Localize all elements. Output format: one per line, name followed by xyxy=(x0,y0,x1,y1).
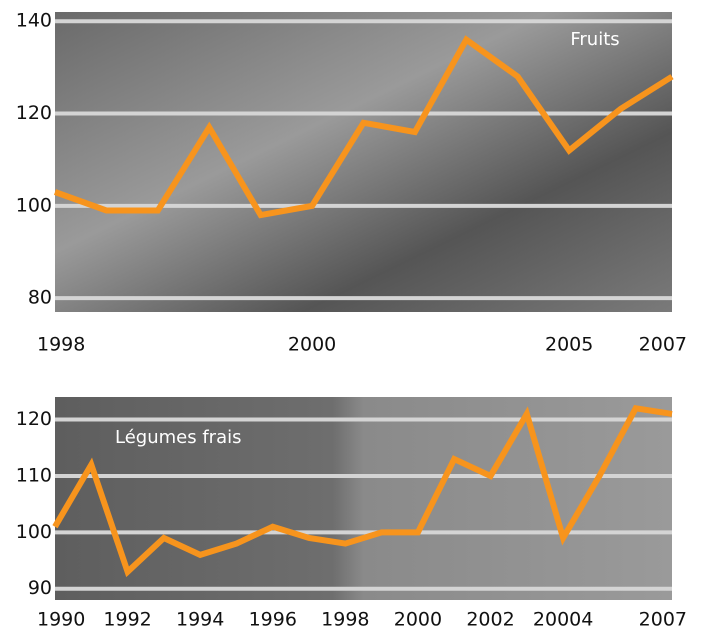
x-tick-label: 2000 xyxy=(394,609,442,631)
x-tick-label: 1990 xyxy=(37,609,85,631)
y-tick-label: 100 xyxy=(16,521,52,543)
y-tick-label: 100 xyxy=(16,194,52,216)
x-tick-label: 2007 xyxy=(639,334,687,356)
x-tick-label: 1994 xyxy=(176,609,224,631)
photo-background xyxy=(55,397,672,600)
y-tick-label: 140 xyxy=(16,10,52,32)
y-tick-label: 110 xyxy=(16,464,52,486)
y-tick-label: 80 xyxy=(28,287,52,309)
data-line xyxy=(53,35,674,219)
series-annotation: Légumes frais xyxy=(115,427,241,448)
x-tick-label: 2007 xyxy=(639,609,687,631)
y-tick-label: 90 xyxy=(28,577,52,599)
y-tick-label: 120 xyxy=(16,102,52,124)
x-tick-label: 20004 xyxy=(533,609,593,631)
x-tick-label: 1996 xyxy=(249,609,297,631)
photo-background xyxy=(55,12,672,312)
y-tick-label: 120 xyxy=(16,408,52,430)
x-tick-label: 2005 xyxy=(545,334,593,356)
x-tick-label: 1992 xyxy=(103,609,151,631)
series-annotation: Fruits xyxy=(570,29,619,50)
x-tick-label: 2002 xyxy=(466,609,514,631)
data-line xyxy=(52,404,673,578)
x-tick-label: 1998 xyxy=(37,334,85,356)
x-tick-label: 2000 xyxy=(288,334,336,356)
x-tick-label: 1998 xyxy=(321,609,369,631)
